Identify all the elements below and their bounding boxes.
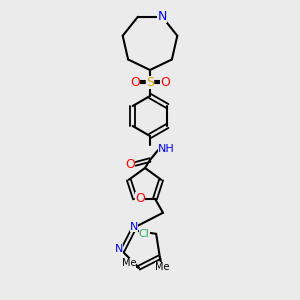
Text: O: O <box>160 76 170 88</box>
Text: NH: NH <box>158 144 174 154</box>
Text: O: O <box>125 158 135 172</box>
Text: Cl: Cl <box>139 229 150 239</box>
Text: O: O <box>130 76 140 88</box>
Text: S: S <box>146 76 154 88</box>
Text: Me: Me <box>154 262 169 272</box>
Text: N: N <box>130 222 138 232</box>
Text: Me: Me <box>122 258 136 268</box>
Text: N: N <box>158 10 167 23</box>
Text: O: O <box>135 192 145 205</box>
Text: N: N <box>115 244 123 254</box>
